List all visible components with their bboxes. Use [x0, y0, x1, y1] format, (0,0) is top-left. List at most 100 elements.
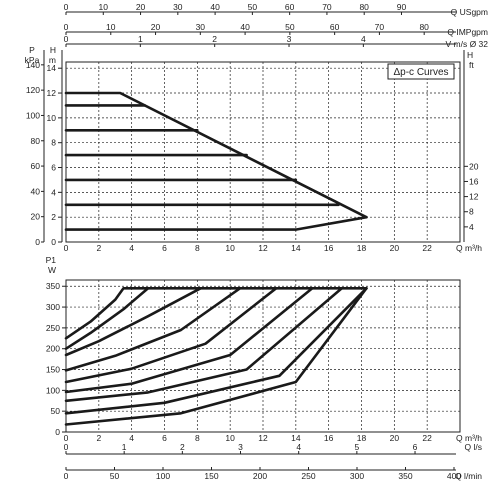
y-tick-label-m: 10	[47, 113, 57, 123]
y-tick-label-m: 8	[51, 138, 56, 148]
x-tick-label: 18	[357, 243, 367, 253]
top-scale-tick-label: 50	[248, 2, 258, 12]
y-tick-label-ft: 8	[469, 207, 474, 217]
top-scale-label: V m/s Ø 32	[445, 39, 488, 49]
x-tick-label: 20	[390, 433, 400, 443]
legend-box	[387, 63, 455, 80]
bottom-scale-tick-label: 5	[354, 442, 359, 452]
x-tick-label: 22	[422, 243, 432, 253]
bottom-scale-tick-label: 400	[447, 471, 461, 481]
x-tick-label: 6	[162, 433, 167, 443]
y-tick-label-kpa: 140	[26, 60, 40, 70]
bottom-scale-tick-label: 150	[204, 471, 218, 481]
y-axis-label-p: P	[29, 45, 35, 55]
top-scale-label: Q USgpm	[451, 7, 488, 17]
y-tick-label-w: 300	[46, 302, 60, 312]
x-tick-label: 2	[96, 433, 101, 443]
top-scale-tick-label: 50	[285, 22, 295, 32]
x-axis-label: Q m³/h	[456, 433, 482, 443]
top-scale-tick-label: 10	[99, 2, 109, 12]
y-axis-unit-m: m	[49, 55, 56, 65]
y-tick-label-m: 12	[47, 88, 57, 98]
bottom-scale-tick-label: 4	[296, 442, 301, 452]
x-tick-label: 20	[390, 243, 400, 253]
y-axis-unit-w: W	[48, 265, 56, 275]
y-axis-label-h-right: H	[467, 50, 473, 60]
x-tick-label: 16	[324, 243, 334, 253]
y-tick-label-m: 0	[51, 237, 56, 247]
top-scale-tick-label: 40	[210, 2, 220, 12]
y-tick-label-m: 6	[51, 163, 56, 173]
top-scale-tick-label: 0	[64, 2, 69, 12]
x-tick-label: 10	[225, 243, 235, 253]
top-scale-tick-label: 30	[173, 2, 183, 12]
bottom-scale-tick-label: 300	[350, 471, 364, 481]
bottom-scale-tick-label: 1	[122, 442, 127, 452]
bottom-scale-tick-label: 0	[64, 471, 69, 481]
top-scale-tick-label: 70	[322, 2, 332, 12]
y-tick-label-m: 4	[51, 187, 56, 197]
x-tick-label: 12	[258, 243, 268, 253]
top-scale-tick-label: 40	[240, 22, 250, 32]
x-tick-label: 4	[129, 433, 134, 443]
top-scale-tick-label: 90	[397, 2, 407, 12]
y-tick-label-kpa: 60	[31, 161, 41, 171]
x-tick-label: 22	[422, 433, 432, 443]
y-tick-label-kpa: 80	[31, 136, 41, 146]
bottom-scale-label: Q l/s	[465, 442, 482, 452]
x-tick-label: 14	[291, 243, 301, 253]
power-curve-2	[64, 287, 202, 357]
top-scale-tick-label: 60	[330, 22, 340, 32]
bottom-scale-tick-label: 100	[156, 471, 170, 481]
x-tick-label: 14	[291, 433, 301, 443]
bottom-scale-tick-label: 350	[398, 471, 412, 481]
x-tick-label: 8	[195, 243, 200, 253]
power-curve-7	[64, 287, 368, 415]
top-scale-tick-label: 0	[64, 22, 69, 32]
y-tick-label-kpa: 100	[26, 110, 40, 120]
y-tick-label-kpa: 0	[35, 237, 40, 247]
y-tick-label-w: 200	[46, 344, 60, 354]
legend-text: Δp-c Curves	[393, 67, 448, 78]
y-tick-label-ft: 16	[469, 176, 479, 186]
top-scale-tick-label: 3	[287, 34, 292, 44]
y-tick-label-w: 100	[46, 385, 60, 395]
bottom-scale-tick-label: 3	[238, 442, 243, 452]
y-tick-label-kpa: 20	[31, 212, 41, 222]
y-axis-label-h: H	[50, 45, 56, 55]
y-axis-unit-ft: ft	[469, 60, 474, 70]
top-scale-tick-label: 0	[64, 34, 69, 44]
head-curve-0	[64, 91, 368, 219]
y-tick-label-w: 250	[46, 323, 60, 333]
top-scale-tick-label: 4	[361, 34, 366, 44]
y-tick-label-m: 14	[47, 63, 57, 73]
y-axis-label-p1: P1	[46, 255, 57, 265]
bottom-scale-label: Q l/min	[455, 471, 482, 481]
top-scale-tick-label: 2	[212, 34, 217, 44]
top-scale-tick-label: 20	[136, 2, 146, 12]
bottom-scale-tick-label: 6	[413, 442, 418, 452]
y-axis-unit-kpa: kPa	[25, 55, 40, 65]
x-tick-label: 6	[162, 243, 167, 253]
bottom-scale-tick-label: 0	[64, 442, 69, 452]
top-scale-tick-label: 70	[375, 22, 385, 32]
bottom-scale-tick-label: 200	[253, 471, 267, 481]
power-curve-6	[64, 287, 344, 403]
x-tick-label: 2	[96, 243, 101, 253]
y-tick-label-w: 350	[46, 281, 60, 291]
top-scale-tick-label: 80	[419, 22, 429, 32]
y-tick-label-ft: 20	[469, 161, 479, 171]
top-scale-label: Q IMPgpm	[447, 27, 488, 37]
power-curve-5	[64, 287, 314, 394]
y-tick-label-kpa: 120	[26, 85, 40, 95]
bottom-scale-tick-label: 50	[110, 471, 120, 481]
top-scale-tick-label: 30	[196, 22, 206, 32]
top-scale-tick-label: 1	[138, 34, 143, 44]
x-tick-label: 16	[324, 433, 334, 443]
bottom-scale-tick-label: 2	[180, 442, 185, 452]
y-tick-label-kpa: 40	[31, 186, 41, 196]
power-curve-4	[64, 287, 278, 384]
